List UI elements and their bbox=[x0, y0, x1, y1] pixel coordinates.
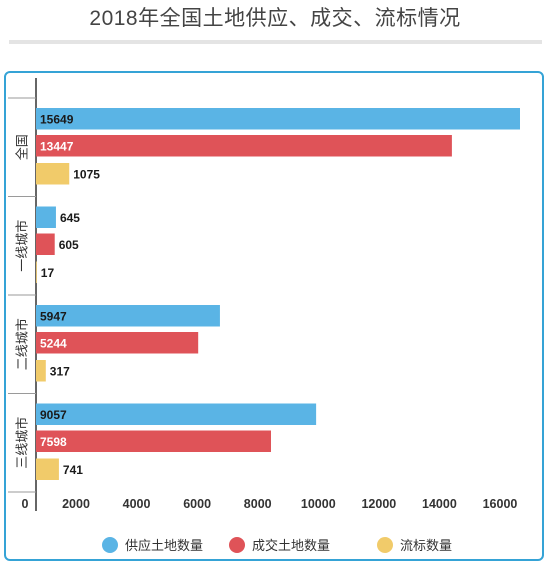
bar-1-2 bbox=[36, 332, 199, 354]
x-tick-label-0: 0 bbox=[22, 497, 29, 511]
x-tick-label-8: 16000 bbox=[483, 497, 518, 511]
legend-label-1: 成交土地数量 bbox=[252, 538, 330, 553]
data-label-2-1: 17 bbox=[41, 266, 55, 280]
chart-frame bbox=[4, 71, 544, 561]
title-divider bbox=[9, 40, 542, 44]
bar-2-0 bbox=[36, 163, 70, 185]
category-label-3: 三线城市 bbox=[15, 417, 30, 469]
legend-marker-1 bbox=[229, 537, 245, 553]
x-tick-label-1: 2000 bbox=[62, 497, 90, 511]
legend-label-2: 流标数量 bbox=[400, 538, 452, 553]
bar-2-2 bbox=[36, 360, 46, 382]
x-tick-label-6: 12000 bbox=[361, 497, 396, 511]
category-label-0: 全国 bbox=[15, 134, 30, 160]
legend-label-0: 供应土地数量 bbox=[125, 538, 203, 553]
data-label-1-1: 605 bbox=[59, 238, 79, 252]
data-label-2-0: 1075 bbox=[73, 167, 100, 181]
data-label-0-1: 645 bbox=[60, 211, 80, 225]
data-label-1-3: 7598 bbox=[40, 435, 67, 449]
bar-0-3 bbox=[36, 403, 317, 425]
x-tick-label-5: 10000 bbox=[301, 497, 336, 511]
x-tick-label-3: 6000 bbox=[183, 497, 211, 511]
data-label-1-2: 5244 bbox=[40, 336, 67, 350]
data-label-0-0: 15649 bbox=[40, 112, 74, 126]
x-tick-label-4: 8000 bbox=[244, 497, 272, 511]
category-label-1: 一线城市 bbox=[15, 220, 30, 272]
data-label-2-3: 741 bbox=[63, 463, 83, 477]
data-label-1-0: 13447 bbox=[40, 139, 74, 153]
bar-1-3 bbox=[36, 430, 271, 452]
legend-marker-0 bbox=[102, 537, 118, 553]
chart-title: 2018年全国土地供应、成交、流标情况 bbox=[89, 7, 461, 30]
data-label-2-2: 317 bbox=[50, 364, 70, 378]
bar-1-0 bbox=[36, 135, 452, 157]
data-label-0-3: 9057 bbox=[40, 408, 67, 422]
bar-0-0 bbox=[36, 108, 520, 130]
legend-marker-2 bbox=[377, 537, 393, 553]
bar-1-1 bbox=[36, 233, 55, 255]
data-label-0-2: 5947 bbox=[40, 309, 67, 323]
bar-2-3 bbox=[36, 458, 59, 480]
x-tick-label-7: 14000 bbox=[422, 497, 457, 511]
x-tick-label-2: 4000 bbox=[123, 497, 151, 511]
bar-0-1 bbox=[36, 206, 56, 228]
category-label-2: 二线城市 bbox=[15, 318, 30, 370]
bar-2-1 bbox=[36, 261, 37, 283]
bar-0-2 bbox=[36, 305, 220, 327]
